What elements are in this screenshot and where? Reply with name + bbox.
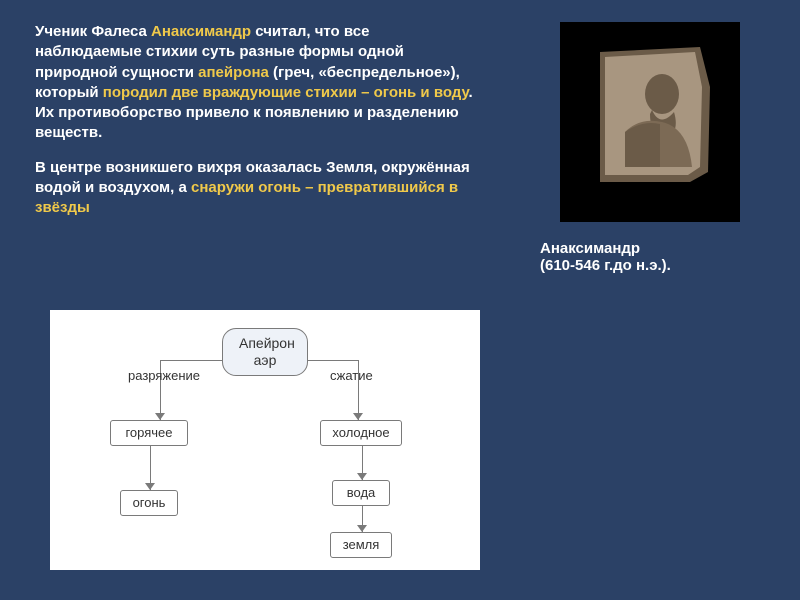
p1-h3: породил две враждующие стихии – огонь и … xyxy=(103,84,469,101)
caption-line1: Анаксимандр xyxy=(540,240,640,257)
p1-s1: Ученик Фалеса xyxy=(35,23,151,40)
p1-h2: апейрона xyxy=(198,64,269,81)
node-water: вода xyxy=(332,480,390,506)
node-root: Апейрон аэр xyxy=(222,328,308,376)
node-fire: огонь xyxy=(120,490,178,516)
node-cold: холодное xyxy=(320,420,402,446)
edge-segment xyxy=(160,360,230,361)
edge-arrow xyxy=(145,483,155,490)
edge-segment xyxy=(300,360,358,361)
edge-label-left: разряжение xyxy=(128,368,200,383)
main-text: Ученик Фалеса Анаксимандр считал, что вс… xyxy=(35,22,475,232)
paragraph-2: В центре возникшего вихря оказалась Земл… xyxy=(35,158,475,219)
image-caption: Анаксимандр (610-546 г.до н.э.). xyxy=(540,240,740,274)
node-earth: земля xyxy=(330,532,392,558)
edge-arrow xyxy=(357,525,367,532)
apeiron-flowchart: разряжение сжатие Апейрон аэр горячее холодн… xyxy=(50,310,480,570)
philosopher-image xyxy=(560,22,740,222)
relief-icon xyxy=(570,32,730,212)
node-hot: горячее xyxy=(110,420,188,446)
edge-label-right: сжатие xyxy=(330,368,373,383)
edge-arrow xyxy=(155,413,165,420)
p1-h1: Анаксимандр xyxy=(151,23,251,40)
paragraph-1: Ученик Фалеса Анаксимандр считал, что вс… xyxy=(35,22,475,144)
edge-arrow xyxy=(353,413,363,420)
edge-arrow xyxy=(357,473,367,480)
p2-s1: В центре возникшего вихря оказалась Земл… xyxy=(35,159,373,176)
caption-line2: (610-546 г.до н.э.). xyxy=(540,257,671,274)
